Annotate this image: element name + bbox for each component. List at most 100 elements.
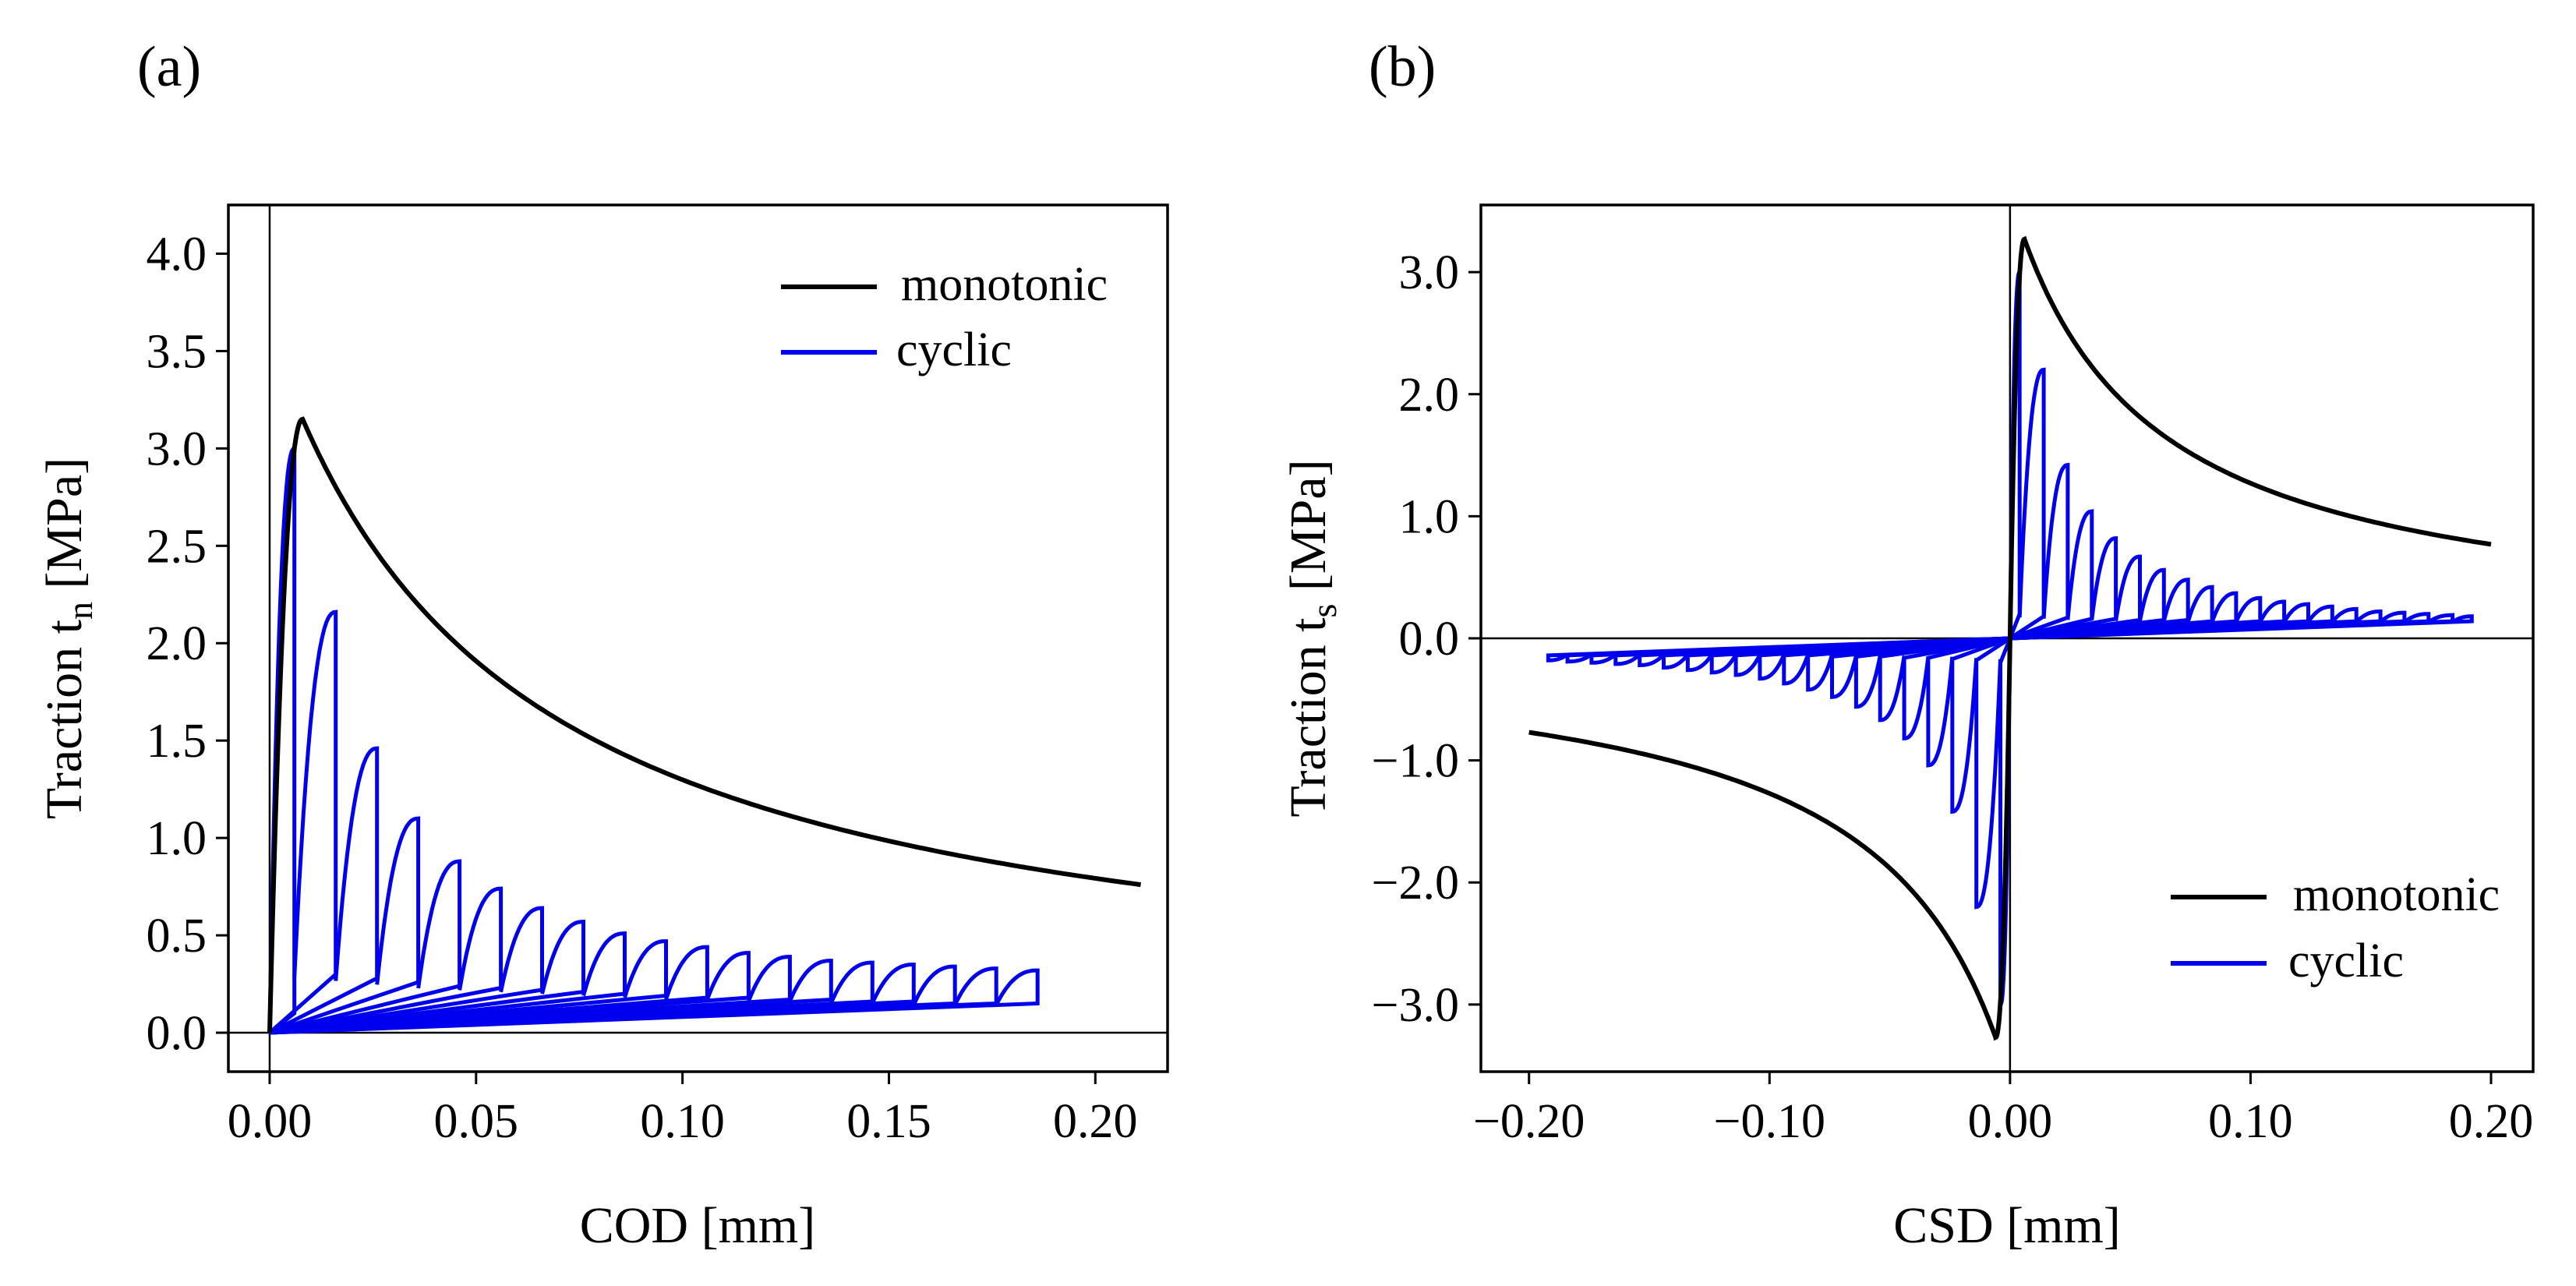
panel-b-ticks: −0.20 −0.10 0.00 0.10 0.20 −3.0 −2.0 −1.0 0.0 1.0…: [1372, 246, 2534, 1148]
panel-b-y-tick-label: −3.0: [1372, 979, 1459, 1032]
panel-b-cyclic-loop-neg-10: [1758, 636, 2011, 681]
panel-b-cyclic-loop-neg-6: [1853, 636, 2011, 709]
panel-b-y-label-unit: [MPa]: [1280, 459, 1337, 603]
panel-b-cyclic-loop-15: [2009, 609, 2383, 641]
panel-b-cyclic-loop-neg-11: [1733, 636, 2011, 677]
panel-b-y-tick-label: −1.0: [1372, 735, 1459, 788]
panel-b-cyclic-loop-9: [2009, 591, 2239, 641]
panel-b-y-label-sub: s: [1304, 604, 1344, 618]
panel-b-label: (b): [1369, 35, 1436, 99]
panel-a-cyclic-loop-1: [268, 609, 338, 1034]
panel-a-cyclic-loop-5: [269, 886, 504, 1035]
panel-b-x-tick-label: 0.20: [2449, 1095, 2534, 1148]
panel-b-cyclic-loop-neg-15: [1638, 636, 2011, 668]
panel-a-y-tick-label: 3.0: [147, 422, 207, 475]
panel-a-x-axis-label: COD [mm]: [580, 1197, 815, 1254]
panel-b-cyclic-loop-8: [2009, 585, 2214, 641]
panel-a-y-label-sub: n: [60, 602, 100, 620]
panel-a-cyclic-loop-14: [269, 960, 875, 1035]
panel-b-y-tick-label: 0.0: [1399, 613, 1460, 666]
panel-b-legend: monotonic cyclic: [2171, 868, 2500, 987]
panel-b-cyclic-loop-6: [2009, 567, 2166, 641]
panel-b-cyclic-loop-neg-9: [1782, 636, 2011, 686]
panel-b-x-tick-label: 0.00: [1968, 1095, 2053, 1148]
panel-b-cyclic-loop-neg-5: [1878, 636, 2011, 722]
panel-a-y-tick-label: 0.5: [147, 910, 207, 963]
panel-a-ticks: 0.00 0.05 0.10 0.15 0.20 0.0 0.5 1.0 1.5 2.0 2.5 3.…: [147, 228, 1138, 1148]
panel-a-y-label-unit: [MPa]: [36, 458, 93, 602]
panel-a-cyclic-loop-11: [269, 951, 751, 1035]
panel-a-y-tick-label: 0.0: [147, 1007, 207, 1060]
panel-a-cyclic-loop-13: [269, 959, 833, 1035]
panel-a-frame: [227, 203, 1169, 1073]
panel-a-plot-area: [228, 205, 1168, 1072]
panel-b-y-tick-label: 1.0: [1399, 490, 1460, 543]
panel-b-cyclic-loop-12: [2009, 602, 2310, 641]
panel-a-cyclic-loop-4: [269, 859, 462, 1035]
panel-a-cyclic-loop-9: [269, 939, 668, 1035]
panel-b-cyclic-loop-neg-1: [1974, 636, 2012, 910]
panel-b-plot-area: [1481, 205, 2533, 1072]
panel-a-x-tick-label: 0.20: [1053, 1095, 1138, 1148]
panel-b-cyclic-loop-11: [2009, 599, 2287, 641]
panel-a: (a) 0.00 0.05 0.10 0.15 0.20 0.0 0.5 1.0 1.5 2.0 2…: [36, 35, 1169, 1254]
panel-b: (b) −0.20 −0.10 0.00 0.10 0.20 −3.0 −2.0 −1.0 0.…: [1280, 35, 2535, 1254]
panel-b-cyclic-loop-neg-8: [1806, 636, 2011, 692]
panel-b-cyclic-loop-neg-16: [1613, 636, 2011, 666]
panel-b-x-tick-label: 0.10: [2208, 1095, 2293, 1148]
panel-b-x-tick-label: −0.10: [1714, 1095, 1825, 1148]
panel-a-y-tick-label: 1.0: [147, 812, 207, 865]
panel-b-cyclic-loop-neg-3: [1926, 636, 2011, 768]
panel-b-cyclic-loop-13: [2009, 604, 2334, 641]
panel-a-series-group: [228, 205, 1168, 1072]
panel-b-cyclic-loop-neg-19: [1546, 636, 2010, 662]
panel-b-cyclic-loop-17: [2009, 612, 2431, 641]
panel-a-label: (a): [137, 35, 201, 99]
panel-b-monotonic-curve: [2007, 235, 2492, 639]
panel-b-cyclic-loop-neg-7: [1830, 636, 2011, 699]
panel-b-y-tick-label: −2.0: [1372, 857, 1459, 910]
panel-b-cyclic-loop-3: [2009, 509, 2094, 641]
panel-a-cyclic-loop-15: [269, 963, 916, 1035]
panel-a-cyclic-loop-2: [268, 746, 380, 1035]
panel-b-frame: [1479, 203, 2535, 1073]
panel-b-y-axis-label: Traction ts [MPa]: [1280, 459, 1344, 817]
panel-b-cyclic-loop-neg-17: [1589, 636, 2011, 665]
panel-b-cyclic-loop-1: [2009, 367, 2046, 641]
panel-b-cyclic-loop-14: [2009, 606, 2359, 641]
panel-a-cyclic-loop-12: [269, 955, 792, 1035]
panel-b-y-tick-label: 2.0: [1399, 369, 1460, 422]
panel-b-cyclic-loop-7: [2009, 578, 2190, 641]
panel-b-cyclic-loop-neg-13: [1685, 636, 2011, 673]
panel-b-x-axis-label: CSD [mm]: [1893, 1197, 2121, 1254]
panel-b-series-group: [1481, 205, 2533, 1072]
panel-a-monotonic-curve: [267, 416, 1142, 1033]
panel-b-cyclic-loop-2: [2009, 462, 2070, 641]
panel-b-cyclic-loop-4: [2009, 535, 2118, 641]
panel-a-cyclic-loop-16: [269, 964, 957, 1035]
panel-b-x-tick-label: −0.20: [1473, 1095, 1585, 1148]
panel-b-cyclic-loop-neg-18: [1565, 636, 2010, 664]
panel-b-cyclic-loop-neg-14: [1662, 636, 2011, 670]
panel-a-y-tick-label: 2.0: [147, 617, 207, 670]
panel-b-legend-cyclic-label: cyclic: [2288, 934, 2404, 987]
panel-a-legend-monotonic-label: monotonic: [901, 258, 1108, 311]
panel-b-cyclic-loop-10: [2009, 595, 2263, 641]
panel-b-cyclic-loop-5: [2009, 554, 2142, 641]
panel-b-cyclic-loop-neg-4: [1902, 636, 2011, 741]
panel-b-cyclic-loop-neg-2: [1950, 636, 2011, 814]
panel-b-cyclic-loop-neg-12: [1709, 636, 2011, 675]
panel-a-x-tick-label: 0.10: [640, 1095, 725, 1148]
panel-b-cyclic-loop-19: [2009, 614, 2474, 641]
panel-a-cyclic-loop-10: [269, 945, 709, 1035]
panel-a-cyclic-loop-8: [269, 931, 627, 1035]
panel-a-cyclic-loop-6: [269, 906, 544, 1035]
panel-b-monotonic-curve-negative: [1528, 638, 2012, 1041]
panel-b-legend-monotonic-label: monotonic: [2293, 868, 2500, 921]
panel-b-cyclic-loop-18: [2009, 613, 2455, 641]
panel-b-y-label-main: Traction t: [1280, 617, 1337, 817]
panel-a-legend-cyclic-label: cyclic: [896, 323, 1012, 376]
panel-b-cyclic-loop-16: [2009, 610, 2407, 641]
panel-a-y-tick-label: 3.5: [147, 325, 207, 378]
